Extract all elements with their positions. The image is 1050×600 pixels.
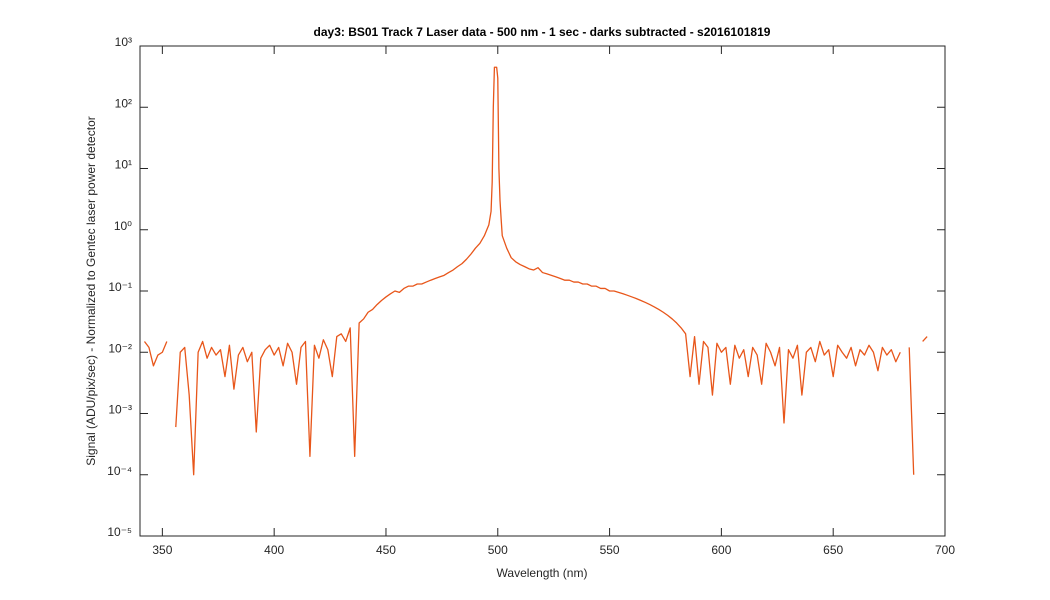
y-tick-label: 10⁻⁴ <box>107 464 132 478</box>
x-tick-label: 400 <box>264 543 284 557</box>
y-tick-label: 10¹ <box>115 158 132 172</box>
chart-title: day3: BS01 Track 7 Laser data - 500 nm -… <box>314 25 771 39</box>
y-axis-label: Signal (ADU/pix/sec) - Normalized to Gen… <box>84 116 98 465</box>
y-tick-label: 10³ <box>115 35 132 49</box>
x-tick-label: 350 <box>152 543 172 557</box>
y-tick-label: 10⁻³ <box>108 403 132 417</box>
x-tick-label: 650 <box>823 543 843 557</box>
x-tick-label: 450 <box>376 543 396 557</box>
y-tick-label: 10⁰ <box>114 219 132 233</box>
y-tick-label: 10⁻¹ <box>108 280 132 294</box>
x-tick-label: 550 <box>600 543 620 557</box>
y-tick-label: 10⁻⁵ <box>107 525 132 539</box>
y-tick-label: 10⁻² <box>108 341 132 355</box>
x-tick-label: 500 <box>488 543 508 557</box>
x-tick-label: 600 <box>711 543 731 557</box>
y-tick-label: 10² <box>115 96 132 110</box>
plot-box <box>139 45 946 537</box>
x-axis-label: Wavelength (nm) <box>497 566 588 580</box>
x-tick-label: 700 <box>935 543 955 557</box>
data-line <box>143 66 928 476</box>
